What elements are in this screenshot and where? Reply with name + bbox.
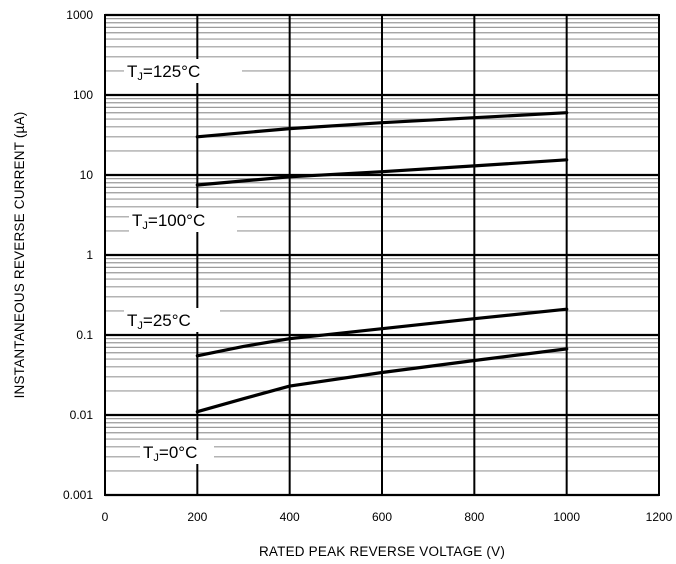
y-tick-label: 1000 — [66, 8, 93, 22]
series-label: TJ=125°C — [127, 62, 200, 83]
series-line — [195, 111, 569, 139]
x-tick-label: 800 — [464, 510, 484, 524]
grid — [105, 13, 659, 497]
series-lines — [195, 111, 569, 414]
y-tick-label: 1 — [86, 248, 93, 262]
series-label-background — [140, 440, 214, 464]
series-line — [195, 347, 569, 414]
series-label: TJ=0°C — [143, 443, 197, 464]
plot-frame — [104, 14, 660, 496]
x-tick-label: 1000 — [553, 510, 580, 524]
y-tick-labels: 0.001 0.01 0.1 1 10 100 1000 — [63, 8, 93, 502]
x-tick-label: 0 — [102, 510, 109, 524]
x-tick-label: 1200 — [646, 510, 673, 524]
series-line — [195, 307, 569, 358]
x-tick-labels: 0 200 400 600 800 1000 1200 — [102, 510, 673, 524]
y-tick-label: 0.001 — [63, 488, 93, 502]
series-label: TJ=25°C — [127, 311, 191, 332]
x-tick-label: 200 — [187, 510, 207, 524]
series-label: TJ=100°C — [132, 211, 205, 232]
series-label-background — [124, 59, 242, 83]
series-line — [195, 158, 569, 187]
x-axis-label: RATED PEAK REVERSE VOLTAGE (V) — [259, 544, 505, 559]
series-label-background — [124, 308, 220, 332]
series-label-background — [129, 208, 237, 232]
x-tick-label: 400 — [280, 510, 300, 524]
y-tick-label: 10 — [80, 168, 94, 182]
y-tick-label: 0.1 — [76, 328, 93, 342]
x-tick-label: 600 — [372, 510, 392, 524]
y-axis-label: INSTANTANEOUS REVERSE CURRENT (µA) — [12, 112, 27, 399]
y-tick-label: 100 — [73, 88, 93, 102]
series-labels: TJ=125°C TJ=100°C TJ=25°C TJ=0°C — [124, 59, 242, 464]
y-tick-label: 0.01 — [70, 408, 94, 422]
